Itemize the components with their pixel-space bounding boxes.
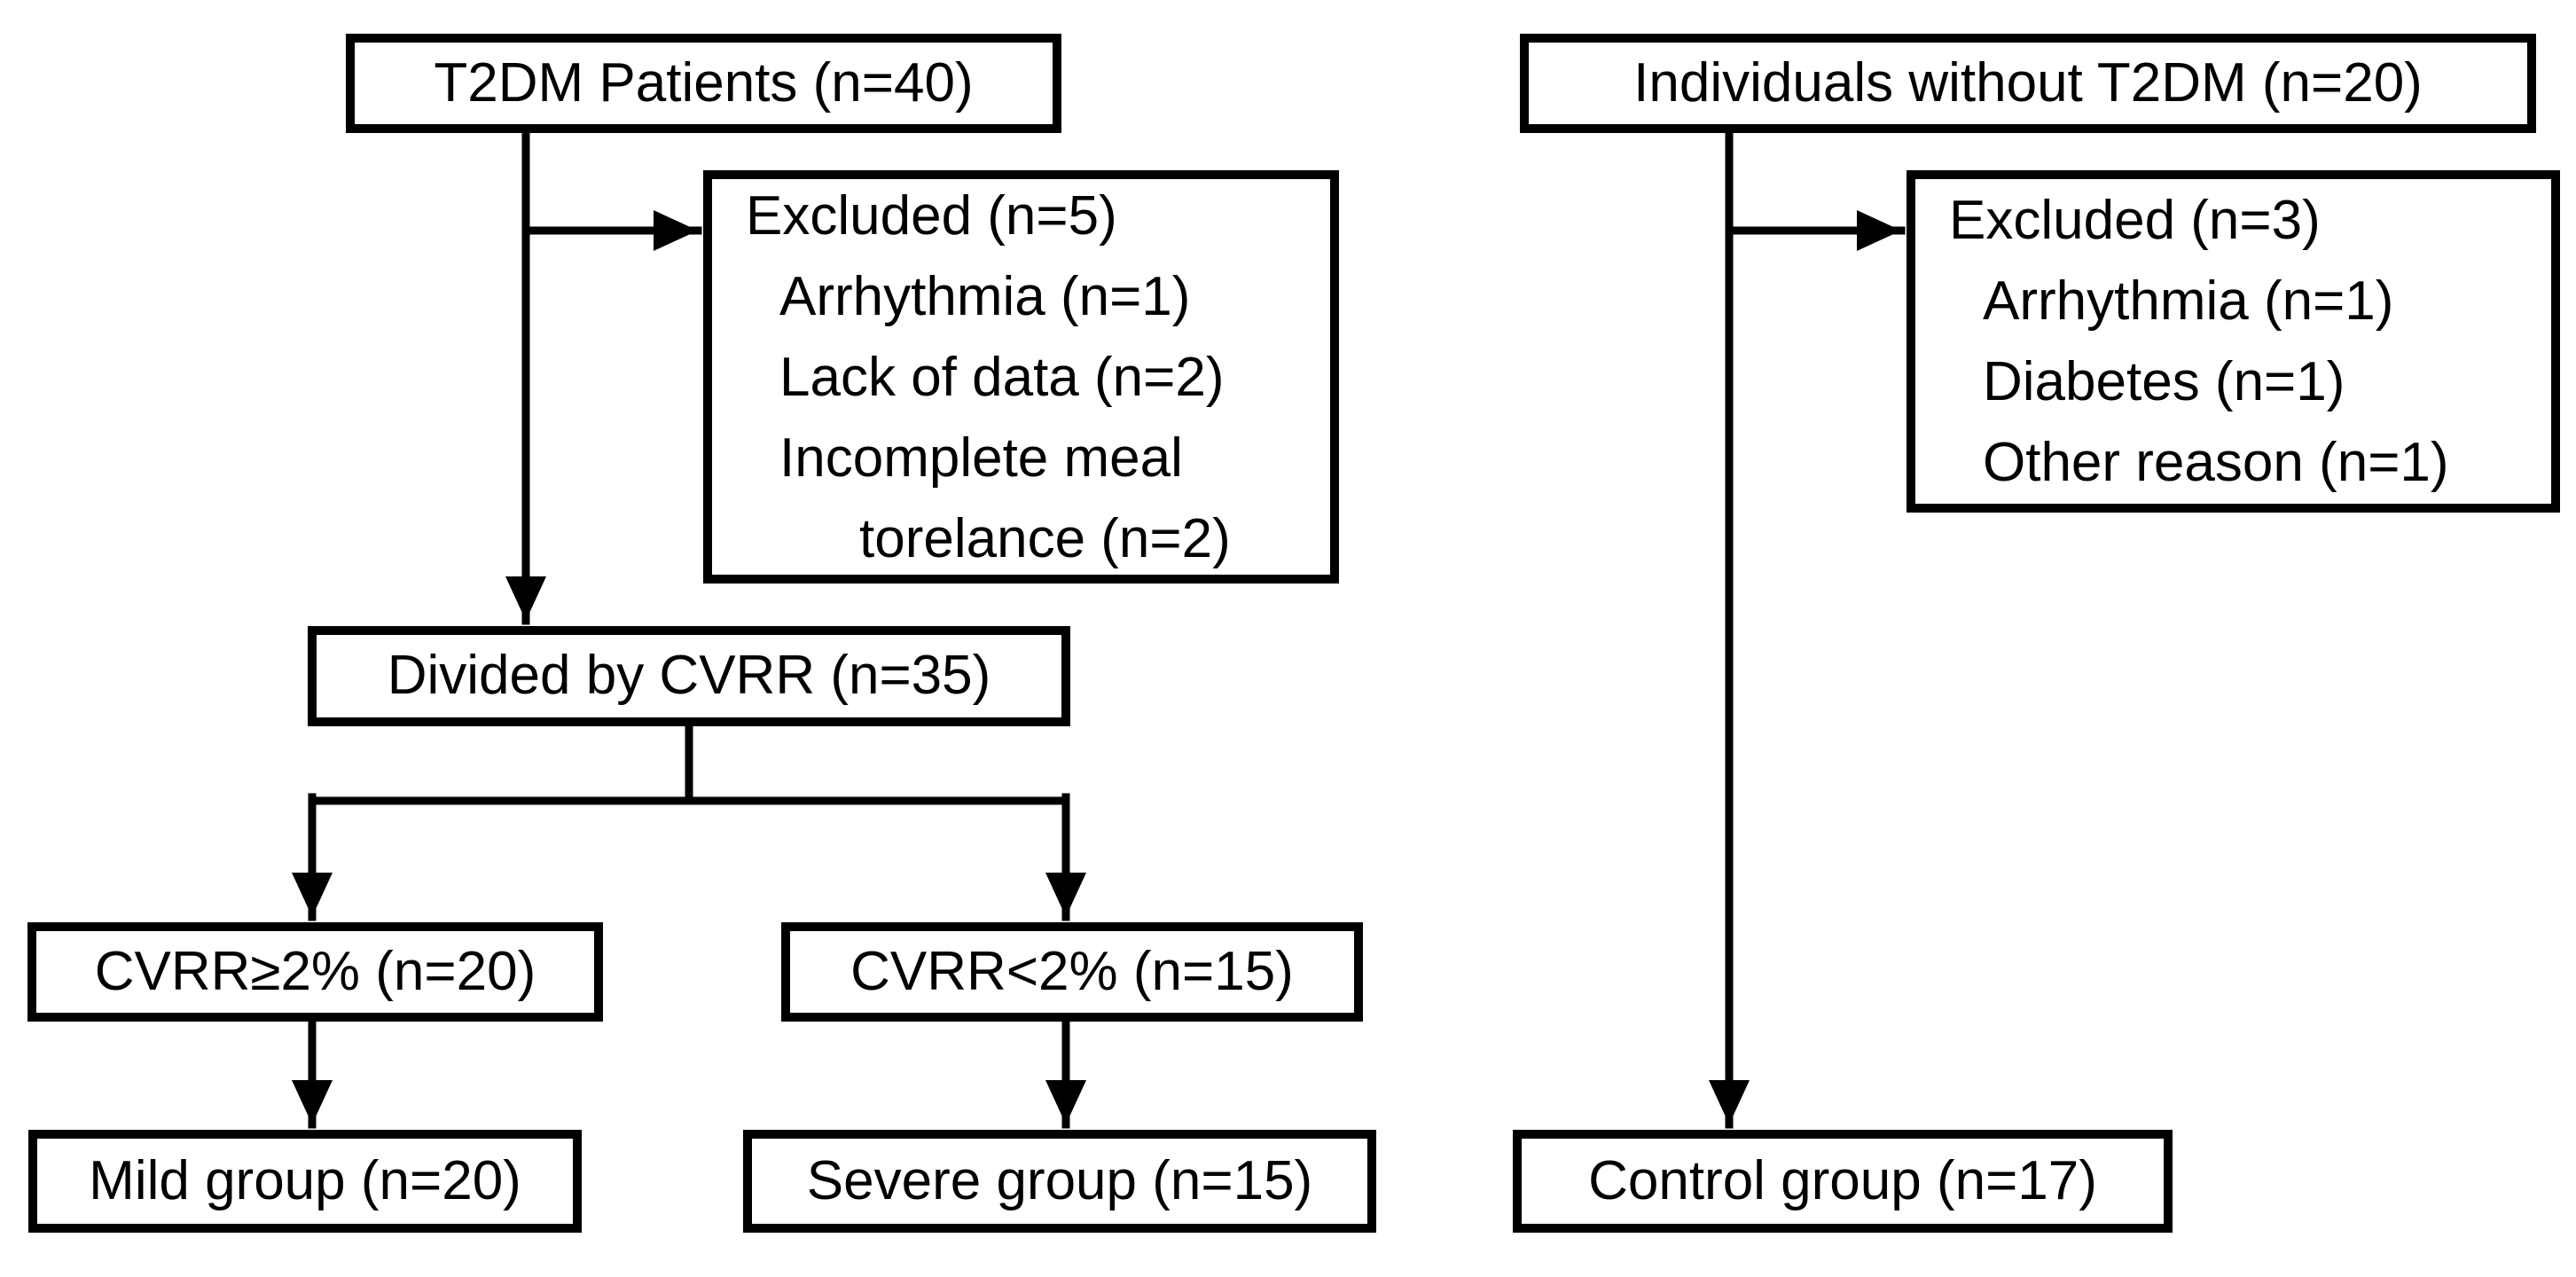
- box-individuals-without-t2dm-label: Individuals without T2DM (n=20): [1633, 51, 2423, 114]
- box-cvrr-lt-2pct: CVRR<2% (n=15): [781, 922, 1363, 1022]
- excluded-control-line-arrhythmia: Arrhythmia (n=1): [1983, 270, 2394, 332]
- box-cvrr-ge-2pct: CVRR≥2% (n=20): [27, 922, 603, 1022]
- box-mild-group: Mild group (n=20): [28, 1130, 582, 1233]
- excluded-t2dm-line-lack-of-data: Lack of data (n=2): [779, 346, 1225, 408]
- box-t2dm-patients-label: T2DM Patients (n=40): [434, 51, 974, 114]
- excluded-t2dm-line-torelance: torelance (n=2): [859, 507, 1231, 569]
- box-severe-group-label: Severe group (n=15): [806, 1149, 1313, 1211]
- box-control-group: Control group (n=17): [1513, 1130, 2173, 1233]
- excluded-t2dm-line-arrhythmia: Arrhythmia (n=1): [779, 265, 1191, 327]
- box-excluded-control: Excluded (n=3) Arrhythmia (n=1) Diabetes…: [1907, 170, 2560, 513]
- box-individuals-without-t2dm: Individuals without T2DM (n=20): [1520, 34, 2536, 133]
- excluded-t2dm-line-incomplete-meal: Incomplete meal: [779, 427, 1183, 489]
- box-control-group-label: Control group (n=17): [1588, 1149, 2097, 1211]
- excluded-t2dm-line-total: Excluded (n=5): [746, 184, 1117, 247]
- excluded-control-line-diabetes: Diabetes (n=1): [1983, 351, 2345, 412]
- box-cvrr-lt-2pct-label: CVRR<2% (n=15): [850, 940, 1294, 1002]
- box-mild-group-label: Mild group (n=20): [89, 1149, 521, 1211]
- box-excluded-t2dm: Excluded (n=5) Arrhythmia (n=1) Lack of …: [703, 170, 1339, 584]
- box-divided-by-cvrr: Divided by CVRR (n=35): [308, 626, 1070, 726]
- box-divided-by-cvrr-label: Divided by CVRR (n=35): [387, 645, 991, 707]
- box-t2dm-patients: T2DM Patients (n=40): [346, 34, 1061, 133]
- box-severe-group: Severe group (n=15): [743, 1130, 1376, 1233]
- excluded-control-line-other-reason: Other reason (n=1): [1983, 432, 2449, 493]
- box-cvrr-ge-2pct-label: CVRR≥2% (n=20): [94, 940, 536, 1002]
- excluded-control-line-total: Excluded (n=3): [1949, 190, 2321, 251]
